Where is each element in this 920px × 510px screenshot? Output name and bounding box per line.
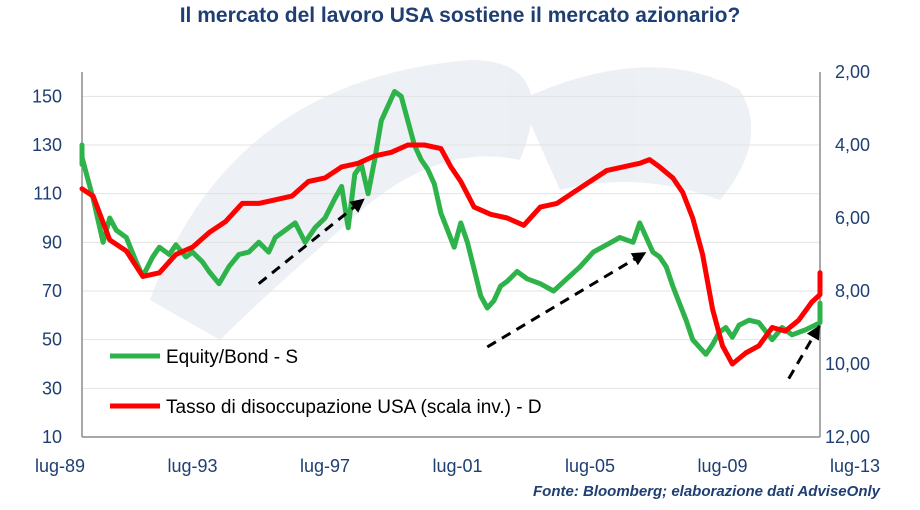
right-tick-label-1: 4,00 — [835, 135, 870, 155]
trend-arrow-head-0 — [349, 198, 365, 213]
left-tick-label-7: 150 — [32, 86, 62, 106]
trend-arrow-head-1 — [630, 252, 647, 266]
x-tick-label-5: lug-09 — [697, 456, 747, 476]
legend: Equity/Bond - S Tasso di disoccupazione … — [110, 347, 542, 418]
watermark-logo — [150, 60, 752, 340]
series-line-unemployment — [79, 142, 823, 367]
watermark-shape-1 — [150, 60, 533, 340]
x-tick-label-4: lug-05 — [565, 456, 615, 476]
right-tick-label-4: 10,00 — [825, 354, 870, 374]
series-layer — [79, 89, 823, 367]
left-tick-label-1: 30 — [42, 378, 62, 398]
left-tick-label-4: 90 — [42, 232, 62, 252]
right-axis-ticks: 2,00 4,00 6,00 8,00 10,00 12,00 — [825, 62, 870, 447]
x-tick-label-2: lug-97 — [300, 456, 350, 476]
right-tick-label-0: 2,00 — [835, 62, 870, 82]
left-tick-label-3: 70 — [42, 281, 62, 301]
left-tick-label-5: 110 — [33, 184, 62, 204]
watermark-shape-2 — [520, 67, 752, 200]
x-tick-label-6: lug-13 — [830, 456, 880, 476]
legend-label-unemployment: Tasso di disoccupazione USA (scala inv.)… — [166, 397, 542, 418]
trend-arrow-line-1 — [486, 250, 648, 349]
left-tick-label-0: 10 — [42, 427, 62, 447]
x-tick-label-0: lug-89 — [35, 456, 85, 476]
right-tick-label-2: 6,00 — [835, 208, 870, 228]
chart-title: Il mercato del lavoro USA sostiene il me… — [179, 4, 741, 27]
left-tick-label-6: 130 — [32, 135, 62, 155]
right-tick-label-5: 12,00 — [825, 427, 870, 447]
x-tick-label-3: lug-01 — [432, 456, 482, 476]
series-line-equity-bond — [79, 89, 823, 357]
annotations-layer — [257, 197, 822, 380]
chart-source: Fonte: Bloomberg; elaborazione dati Advi… — [533, 483, 880, 500]
left-tick-label-2: 50 — [42, 330, 62, 350]
x-axis-ticks: lug-89 lug-93 lug-97 lug-01 lug-05 lug-09 lug-… — [35, 456, 880, 476]
trend-arrow-head-2 — [806, 325, 820, 341]
x-tick-label-1: lug-93 — [167, 456, 217, 476]
right-tick-label-3: 8,00 — [835, 281, 870, 301]
legend-label-equity-bond: Equity/Bond - S — [166, 347, 298, 368]
plot-area: 10 30 50 70 90 110 130 150 2,00 4,00 6,00 8,00 10,0… — [32, 62, 880, 476]
left-axis-ticks: 10 30 50 70 90 110 130 150 — [32, 86, 62, 447]
trend-arrow-line-0 — [257, 197, 366, 285]
